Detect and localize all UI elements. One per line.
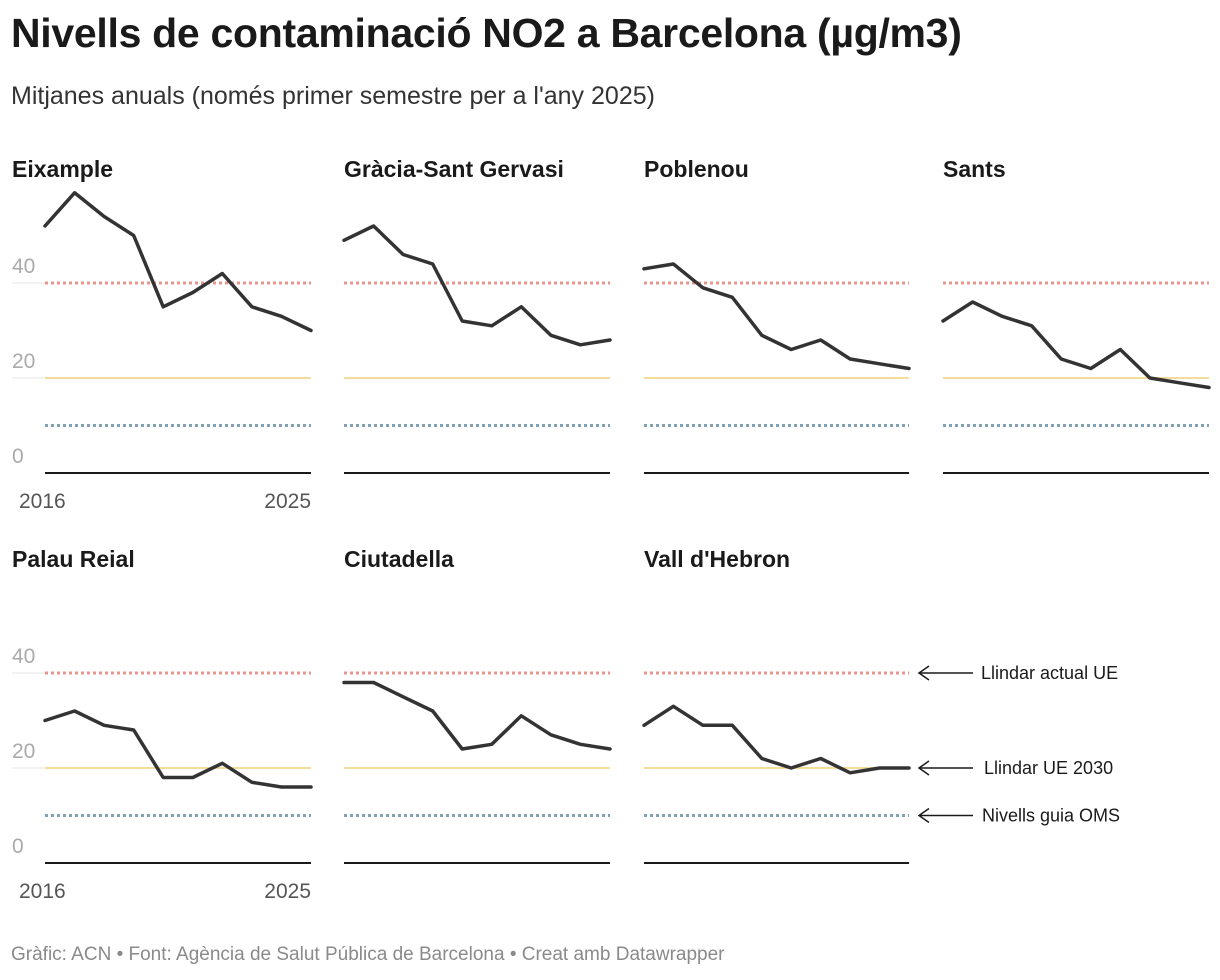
panel-title-vall-d-hebron: Vall d'Hebron xyxy=(644,546,790,572)
series-line-vall-d-hebron xyxy=(642,704,911,775)
y-tick-label: 0 xyxy=(12,835,24,858)
series-line-palau-reial xyxy=(43,709,313,789)
y-tick-label: 40 xyxy=(12,645,35,668)
series-line-gracia-sant-gervasi xyxy=(342,224,612,347)
panel-title-eixample: Eixample xyxy=(12,156,113,182)
panel-title-poblenou: Poblenou xyxy=(644,156,749,182)
panel-title-gracia-sant-gervasi: Gràcia-Sant Gervasi xyxy=(344,156,564,182)
annotation-llindar-actual-ue: Llindar actual UE xyxy=(981,663,1118,683)
y-tick-label: 20 xyxy=(12,350,35,373)
annotation-nivells-guia-oms: Nivells guia OMS xyxy=(982,806,1120,826)
arrow-head-icon xyxy=(917,807,930,824)
arrow-head-icon xyxy=(917,760,930,776)
chart-title: Nivells de contaminació NO2 a Barcelona … xyxy=(11,10,962,56)
x-tick-label: 2025 xyxy=(264,880,311,903)
series-line-sants xyxy=(941,300,1211,390)
arrow-head-icon xyxy=(917,665,930,681)
panel-title-palau-reial: Palau Reial xyxy=(12,546,135,572)
x-tick-label: 2016 xyxy=(19,490,66,513)
y-tick-label: 20 xyxy=(12,740,35,763)
chart-footer: Gràfic: ACN • Font: Agència de Salut Púb… xyxy=(11,944,725,965)
small-multiples-chart: Eixample 0 20 40 2016 2025 Gràcia-Sant Gervasi… xyxy=(12,156,1211,903)
panel-title-ciutadella: Ciutadella xyxy=(344,546,454,572)
y-tick-label: 40 xyxy=(12,255,35,278)
annotation-llindar-ue-2030: Llindar UE 2030 xyxy=(984,758,1113,778)
panel-title-sants: Sants xyxy=(943,156,1006,182)
series-line-ciutadella xyxy=(342,680,612,751)
x-tick-label: 2025 xyxy=(264,490,311,513)
chart-subtitle: Mitjanes anuals (només primer semestre p… xyxy=(11,82,655,110)
y-tick-label: 0 xyxy=(12,445,24,468)
series-line-poblenou xyxy=(642,262,911,371)
x-tick-label: 2016 xyxy=(19,880,66,903)
series-line-eixample xyxy=(43,191,313,333)
